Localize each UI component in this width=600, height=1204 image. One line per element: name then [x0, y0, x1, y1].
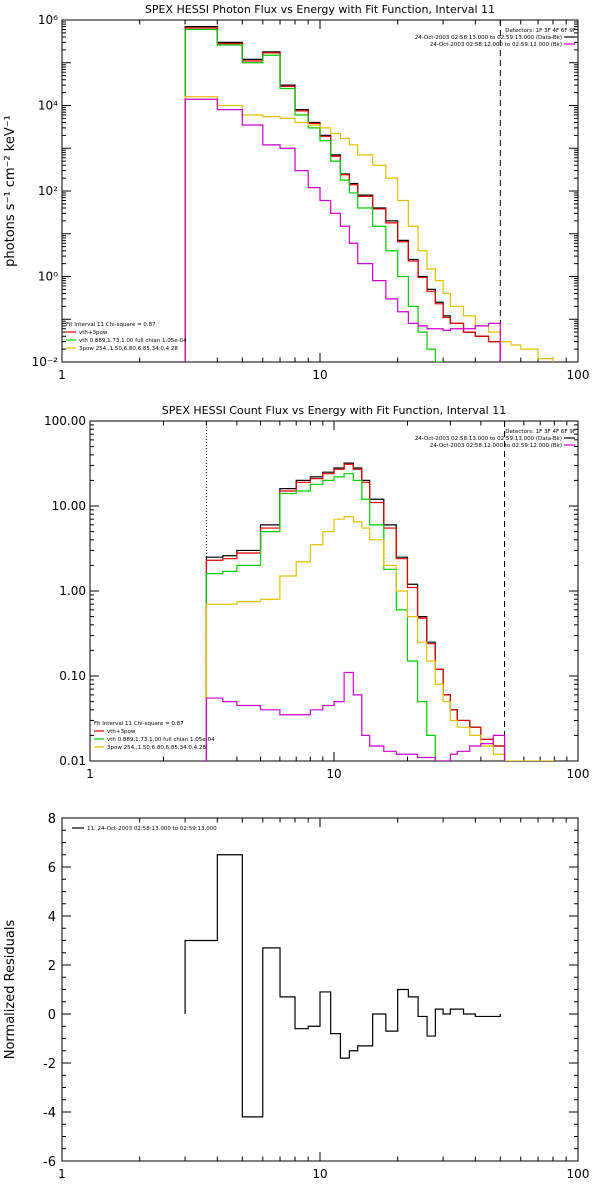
fit-legend-entry: 3pow 254.,1.50,6.80,6.85,34.0,4.28	[79, 346, 178, 352]
y-tick-label: 6	[48, 861, 56, 876]
series-vth	[205, 473, 451, 761]
x-tick-label: 10	[312, 1167, 327, 1181]
series-3pow	[205, 516, 555, 761]
series-data	[205, 462, 506, 761]
legend-entry: 24-Oct-2003 02:58:12.000 to 02:59:12.000…	[430, 443, 562, 449]
x-tick-label: 1	[58, 1167, 66, 1181]
series-background	[205, 671, 506, 761]
x-tick-label: 1	[58, 368, 66, 382]
y-tick-label: 10.00	[52, 499, 86, 513]
fit-legend-entry: vth 0.889,1.73,1.00 full chian 1.05e-04	[79, 338, 187, 344]
y-axis-label: photons s⁻¹ cm⁻² keV⁻¹	[3, 115, 18, 267]
fit-legend-entry: Fit Interval 11 Chi-square = 0.87	[94, 721, 184, 727]
fit-legend-entry: vth 0.889,1.73,1.00 full chian 1.05e-04	[107, 737, 215, 743]
x-tick-label: 10	[312, 368, 327, 382]
series-3pow	[184, 96, 554, 362]
series-background	[184, 98, 501, 362]
y-tick-label: 0.10	[59, 669, 86, 683]
series-residuals	[184, 854, 501, 1118]
series-vth-3pow	[205, 463, 506, 761]
y-tick-label: 10²	[38, 184, 58, 198]
y-tick-label: -4	[43, 1106, 56, 1121]
y-tick-label: 10⁶	[38, 13, 58, 27]
fit-legend-entry: 3pow 254.,1.50,6.80,6.85,34.0,4.28	[107, 745, 206, 751]
y-tick-label: 2	[48, 959, 56, 974]
chart-panel-2: SPEX HESSI Count Flux vs Energy with Fit…	[44, 404, 589, 781]
y-tick-label: 10⁰	[38, 270, 58, 284]
legend-entry: 24-Oct-2003 02:58:13.000 to 02:59:13.000…	[415, 35, 562, 41]
x-tick-label: 100	[567, 767, 590, 781]
chart-title: SPEX HESSI Photon Flux vs Energy with Fi…	[145, 3, 495, 16]
y-tick-label: -2	[43, 1057, 56, 1072]
y-tick-label: 10⁻²	[32, 355, 59, 369]
x-tick-label: 100	[567, 368, 590, 382]
series-data	[184, 26, 501, 362]
y-tick-label: -6	[43, 1155, 56, 1170]
chart-panel-1: SPEX HESSI Photon Flux vs Energy with Fi…	[3, 3, 589, 382]
fit-legend-entry: Fit Interval 11 Chi-square = 0.87	[66, 322, 156, 328]
chart-title: SPEX HESSI Count Flux vs Energy with Fit…	[162, 404, 506, 417]
y-tick-label: 0.01	[59, 754, 86, 768]
plot-frame	[61, 817, 579, 1162]
y-tick-label: 10⁴	[38, 99, 58, 113]
legend-entry: 24-Oct-2003 02:58:13.000 to 02:59:13.000…	[415, 436, 562, 442]
legend-entry: 24-Oct-2003 02:58:12.000 to 02:59:12.000…	[430, 42, 562, 48]
series-vth-3pow	[184, 27, 501, 362]
legend-entry: Detectors: 1F 3F 4F 6F 9F	[505, 429, 576, 435]
series-vth	[184, 28, 444, 362]
chart-panel-3: 1 10 100 -6 -4 -2 0 2 4 6 8 Normalized Residuals 11.…	[3, 812, 589, 1181]
y-axis-label: Normalized Residuals	[3, 920, 18, 1060]
legend-entry: Detectors: 1F 3F 4F 6F 9F	[505, 28, 576, 34]
y-tick-label: 100.00	[44, 414, 86, 428]
y-tick-label: 0	[48, 1008, 56, 1023]
fit-legend-entry: vth+3pow	[79, 330, 108, 336]
fit-legend-entry: vth+3pow	[107, 729, 136, 735]
y-tick-label: 1.00	[59, 584, 86, 598]
y-tick-label: 8	[48, 812, 56, 827]
x-tick-label: 1	[86, 767, 94, 781]
legend-entry: 11. 24-Oct-2003 02:58:13.000 to 02:59:13…	[87, 826, 217, 832]
x-tick-label: 10	[326, 767, 341, 781]
x-tick-label: 100	[567, 1167, 590, 1181]
y-tick-label: 4	[48, 910, 56, 925]
